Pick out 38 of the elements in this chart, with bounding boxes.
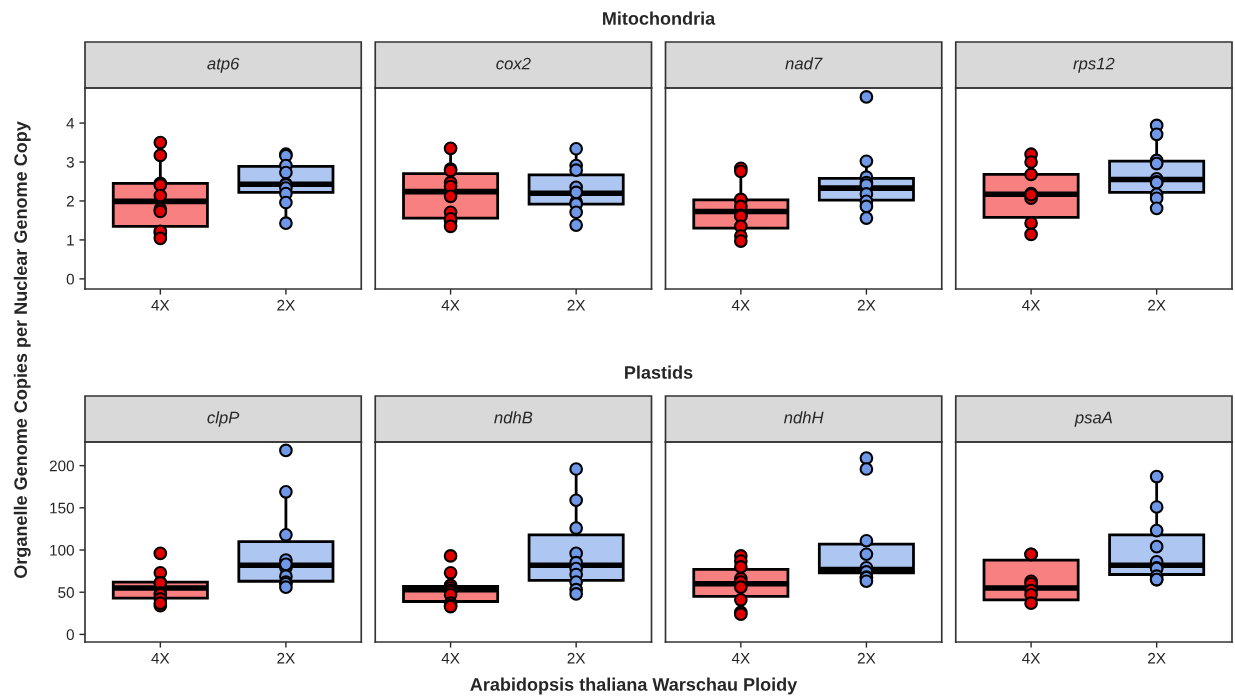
chart-title: rps12 [1073, 57, 1115, 73]
chart-title: psaA [1074, 411, 1112, 427]
y-tick-label: 0 [66, 629, 74, 641]
y-tick-label: 4 [66, 118, 75, 129]
y-tick-label: 3 [66, 156, 74, 168]
y-tick-label: 150 [50, 502, 74, 514]
x-tick-label: 4X [731, 652, 750, 664]
text: Plastids [625, 365, 693, 379]
y-tick-label: 200 [49, 460, 74, 472]
x-tick-label: 2X [567, 299, 586, 311]
x-tick-label: 4X [1022, 652, 1041, 664]
y-tick-label: 2 [66, 195, 74, 207]
x-tick-label: 2X [277, 652, 295, 664]
chart-title: ndhH [783, 411, 824, 424]
chart-title: ndhB [494, 411, 533, 424]
chart-title: cox2 [496, 57, 531, 70]
x-tick-label: 2X [1148, 299, 1166, 311]
x-tick-label: 2X [857, 299, 876, 311]
x-tick-label: 4X [1022, 299, 1041, 311]
x-tick-label: 4X [441, 652, 460, 664]
chart-title: clpP [207, 411, 240, 427]
x-tick-label: 2X [277, 299, 295, 311]
chart-title: nad7 [785, 57, 823, 70]
chart-title: atp6 [207, 57, 240, 73]
x-tick-label: 4X [151, 299, 170, 311]
x-tick-label: 2X [1148, 652, 1166, 664]
x-tick-label: 4X [441, 299, 460, 311]
y-tick-label: 0 [66, 273, 74, 285]
x-tick-label: 4X [151, 652, 170, 664]
y-tick-label: 50 [58, 587, 74, 598]
x-tick-label: 2X [857, 652, 876, 664]
y-axis-title: Organelle Genome Copies per Nuclear Genome Copy [13, 121, 31, 579]
text: Mitochondria [603, 11, 716, 25]
x-tick-label: 4X [731, 299, 750, 311]
x-axis-title: Arabidopsis thaliana Warschau Ploidy [470, 677, 798, 695]
y-tick-label: 100 [50, 544, 74, 556]
x-tick-label: 2X [567, 652, 586, 664]
y-tick-label: 1 [67, 234, 74, 246]
